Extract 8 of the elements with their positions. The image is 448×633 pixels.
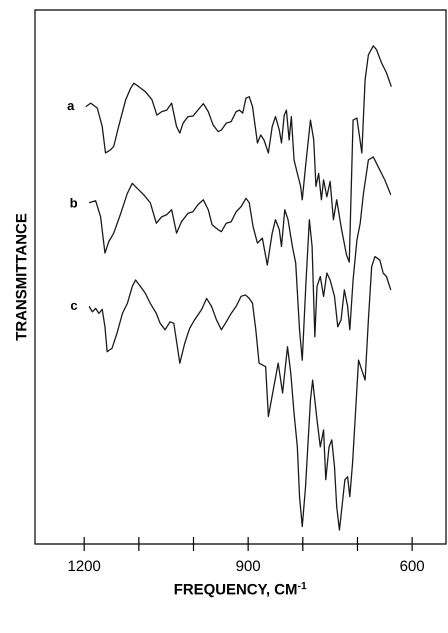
x-axis-title: FREQUENCY, CM$^{-1}$ <box>174 582 306 598</box>
y-axis-title: TRANSMITTANCE <box>16 214 26 341</box>
series-label: b <box>70 198 78 208</box>
x-tick-label: 900 <box>236 560 260 572</box>
x-tick-label: 600 <box>400 560 424 572</box>
series-label: a <box>68 103 74 110</box>
x-tick-label: 1200 <box>68 560 100 572</box>
series-label: c <box>70 302 78 310</box>
